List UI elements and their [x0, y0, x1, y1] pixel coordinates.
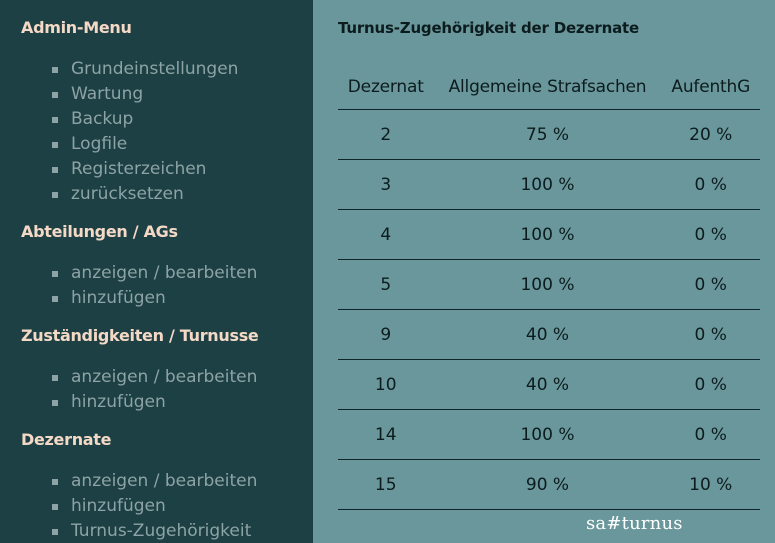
- sidebar-section-abteilungen: Abteilungen / AGs anzeigen / bearbeiten …: [21, 221, 313, 311]
- section-title-abteilungen: Abteilungen / AGs: [21, 222, 178, 241]
- section-title-zustaendigkeiten: Zuständigkeiten / Turnusse: [21, 326, 259, 345]
- table-row: 5 100 % 0 %: [338, 259, 760, 310]
- cell-allgemeine-strafsachen: 100 %: [433, 159, 662, 210]
- cell-allgemeine-strafsachen: 90 %: [433, 459, 662, 510]
- column-header-aufenthg: AufenthG: [661, 65, 760, 110]
- menu-link-zustaendigkeiten-hinzufuegen[interactable]: hinzufügen: [71, 392, 166, 412]
- cell-dezernat: 4: [338, 209, 434, 260]
- table-row: 2 75 % 20 %: [338, 109, 760, 160]
- square-bullet-icon: [52, 528, 58, 535]
- cell-aufenthg: 0 %: [661, 209, 760, 260]
- admin-sidebar: Admin-Menu Grundeinstellungen Wartung Ba…: [0, 0, 313, 543]
- cell-allgemeine-strafsachen: 100 %: [433, 259, 662, 310]
- square-bullet-icon: [52, 374, 58, 381]
- cell-allgemeine-strafsachen: 40 %: [433, 309, 662, 360]
- table-header-row: Dezernat Allgemeine Strafsachen AufenthG: [338, 65, 760, 110]
- cell-allgemeine-strafsachen: 100 %: [433, 409, 662, 460]
- cell-dezernat: 10: [338, 359, 434, 410]
- square-bullet-icon: [52, 270, 58, 277]
- sidebar-section-admin-menu: Admin-Menu Grundeinstellungen Wartung Ba…: [21, 17, 313, 207]
- sidebar-section-zustaendigkeiten: Zuständigkeiten / Turnusse anzeigen / be…: [21, 325, 313, 415]
- menu-item-abteilungen-anzeigen[interactable]: anzeigen / bearbeiten: [52, 261, 313, 286]
- section-title-dezernate: Dezernate: [21, 430, 112, 449]
- abteilungen-menu-list: anzeigen / bearbeiten hinzufügen: [21, 261, 313, 311]
- square-bullet-icon: [52, 91, 58, 98]
- cell-dezernat: 9: [338, 309, 434, 360]
- table-row: 15 90 % 10 %: [338, 459, 760, 510]
- menu-item-wartung[interactable]: Wartung: [52, 82, 313, 107]
- square-bullet-icon: [52, 478, 58, 485]
- square-bullet-icon: [52, 295, 58, 302]
- menu-item-abteilungen-hinzufuegen[interactable]: hinzufügen: [52, 286, 313, 311]
- cell-aufenthg: 0 %: [661, 309, 760, 360]
- table-row: 14 100 % 0 %: [338, 409, 760, 460]
- table-row: 9 40 % 0 %: [338, 309, 760, 360]
- menu-item-turnus-zugehoerigkeit[interactable]: Turnus-Zugehörigkeit: [52, 519, 313, 543]
- admin-menu-list: Grundeinstellungen Wartung Backup Logfil…: [21, 57, 313, 207]
- dezernate-menu-list: anzeigen / bearbeiten hinzufügen Turnus-…: [21, 469, 313, 543]
- cell-aufenthg: 20 %: [661, 109, 760, 160]
- menu-item-dezernate-hinzufuegen[interactable]: hinzufügen: [52, 494, 313, 519]
- menu-link-zustaendigkeiten-anzeigen[interactable]: anzeigen / bearbeiten: [71, 367, 258, 387]
- cell-dezernat: 3: [338, 159, 434, 210]
- cell-dezernat: 15: [338, 459, 434, 510]
- sidebar-section-dezernate: Dezernate anzeigen / bearbeiten hinzufüg…: [21, 429, 313, 543]
- menu-item-dezernate-anzeigen[interactable]: anzeigen / bearbeiten: [52, 469, 313, 494]
- menu-item-zustaendigkeiten-hinzufuegen[interactable]: hinzufügen: [52, 390, 313, 415]
- menu-link-abteilungen-hinzufuegen[interactable]: hinzufügen: [71, 288, 166, 308]
- menu-link-registerzeichen[interactable]: Registerzeichen: [71, 159, 207, 179]
- square-bullet-icon: [52, 66, 58, 73]
- section-title-admin-menu: Admin-Menu: [21, 18, 132, 37]
- menu-link-backup[interactable]: Backup: [71, 109, 134, 129]
- cell-allgemeine-strafsachen: 100 %: [433, 209, 662, 260]
- column-header-allgemeine-strafsachen: Allgemeine Strafsachen: [433, 65, 662, 110]
- menu-item-grundeinstellungen[interactable]: Grundeinstellungen: [52, 57, 313, 82]
- menu-link-logfile[interactable]: Logfile: [71, 134, 128, 154]
- square-bullet-icon: [52, 141, 58, 148]
- square-bullet-icon: [52, 191, 58, 198]
- menu-link-dezernate-anzeigen[interactable]: anzeigen / bearbeiten: [71, 471, 258, 491]
- square-bullet-icon: [52, 166, 58, 173]
- footer-brand: sa#turnus: [586, 513, 683, 534]
- zustaendigkeiten-menu-list: anzeigen / bearbeiten hinzufügen: [21, 365, 313, 415]
- cell-aufenthg: 0 %: [661, 409, 760, 460]
- cell-allgemeine-strafsachen: 40 %: [433, 359, 662, 410]
- table-row: 4 100 % 0 %: [338, 209, 760, 260]
- square-bullet-icon: [52, 116, 58, 123]
- cell-aufenthg: 0 %: [661, 359, 760, 410]
- menu-link-dezernate-hinzufuegen[interactable]: hinzufügen: [71, 496, 166, 516]
- table-row: 3 100 % 0 %: [338, 159, 760, 210]
- cell-dezernat: 14: [338, 409, 434, 460]
- menu-item-logfile[interactable]: Logfile: [52, 132, 313, 157]
- menu-item-zuruecksetzen[interactable]: zurücksetzen: [52, 182, 313, 207]
- menu-link-turnus-zugehoerigkeit[interactable]: Turnus-Zugehörigkeit: [71, 521, 252, 541]
- cell-dezernat: 2: [338, 109, 434, 160]
- cell-aufenthg: 0 %: [661, 259, 760, 310]
- menu-link-abteilungen-anzeigen[interactable]: anzeigen / bearbeiten: [71, 263, 258, 283]
- menu-item-registerzeichen[interactable]: Registerzeichen: [52, 157, 313, 182]
- menu-link-grundeinstellungen[interactable]: Grundeinstellungen: [71, 59, 239, 79]
- square-bullet-icon: [52, 503, 58, 510]
- cell-dezernat: 5: [338, 259, 434, 310]
- turnus-table: Dezernat Allgemeine Strafsachen AufenthG…: [338, 65, 760, 510]
- cell-allgemeine-strafsachen: 75 %: [433, 109, 662, 160]
- cell-aufenthg: 0 %: [661, 159, 760, 210]
- cell-aufenthg: 10 %: [661, 459, 760, 510]
- menu-item-backup[interactable]: Backup: [52, 107, 313, 132]
- menu-item-zustaendigkeiten-anzeigen[interactable]: anzeigen / bearbeiten: [52, 365, 313, 390]
- menu-link-zuruecksetzen[interactable]: zurücksetzen: [71, 184, 184, 204]
- table-row: 10 40 % 0 %: [338, 359, 760, 410]
- page-title: Turnus-Zugehörigkeit der Dezernate: [338, 19, 639, 37]
- square-bullet-icon: [52, 399, 58, 406]
- menu-link-wartung[interactable]: Wartung: [71, 84, 144, 104]
- column-header-dezernat: Dezernat: [338, 65, 434, 110]
- main-content: Turnus-Zugehörigkeit der Dezernate Dezer…: [313, 0, 775, 543]
